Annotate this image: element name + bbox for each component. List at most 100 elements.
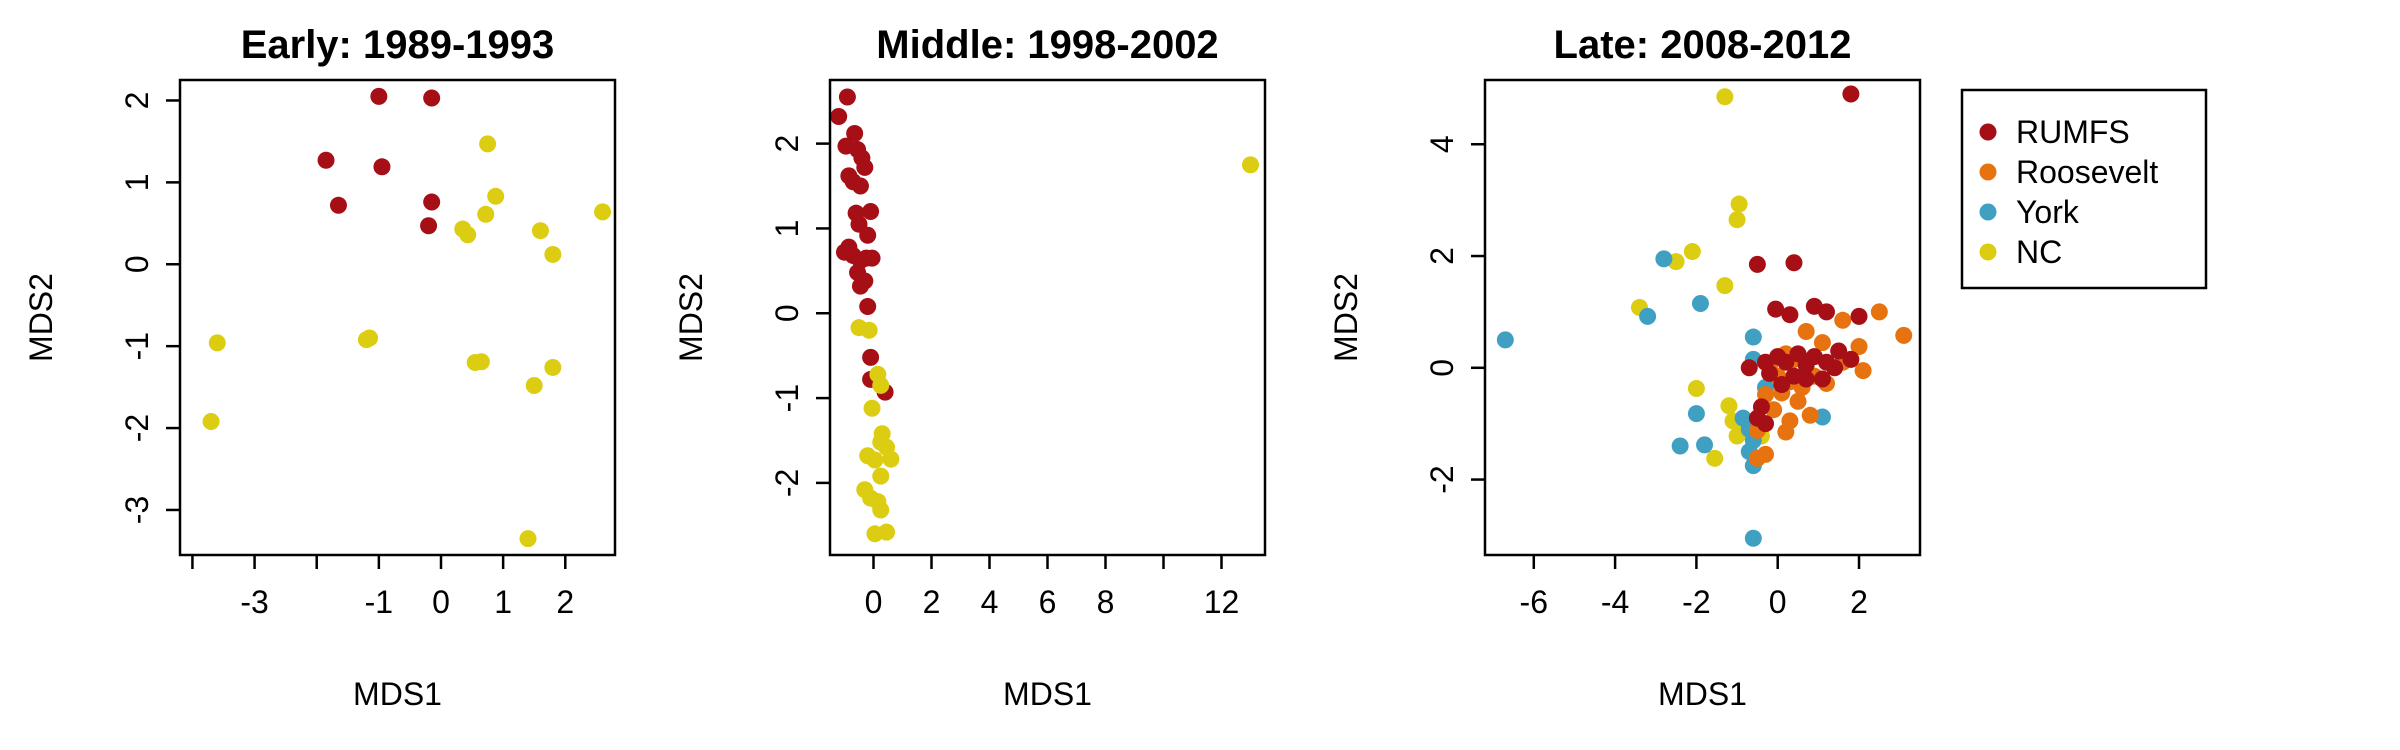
y-tick-label: 0	[1424, 359, 1460, 377]
data-point	[1850, 307, 1868, 325]
data-point	[1895, 326, 1913, 344]
data-point	[479, 135, 497, 153]
data-point	[420, 217, 438, 235]
x-tick-label: 12	[1204, 584, 1240, 620]
data-point	[1834, 311, 1852, 329]
data-point	[860, 321, 878, 339]
series-nc	[850, 156, 1259, 543]
data-point	[1242, 156, 1259, 174]
data-point	[830, 107, 848, 125]
plot-frame	[828, 78, 1267, 557]
data-point	[1687, 379, 1705, 397]
chart-panel-3: Late: 2008-2012 -6 -4 -2 0 2 -2 0 2 4 MDS1 MDS2	[1328, 23, 1922, 712]
data-point	[1683, 243, 1701, 261]
legend-marker	[1979, 123, 1997, 141]
data-point	[1696, 436, 1714, 454]
data-point	[423, 89, 441, 107]
data-point	[1744, 328, 1762, 346]
data-point	[1639, 307, 1657, 325]
data-point	[1781, 412, 1799, 430]
x-axis-label: MDS1	[1003, 676, 1092, 712]
y-axis-label: MDS2	[673, 273, 709, 362]
data-point	[1757, 415, 1775, 433]
data-point	[1785, 254, 1803, 272]
x-tick-label: -1	[365, 584, 393, 620]
y-axis: -2 -1 0 1 2	[769, 135, 830, 497]
data-point	[1813, 334, 1831, 352]
data-point	[882, 450, 900, 468]
x-tick-label: 6	[1039, 584, 1057, 620]
y-tick-label: 1	[119, 173, 155, 191]
series-rumfs	[830, 88, 894, 401]
y-axis-label: MDS2	[23, 273, 59, 362]
data-point	[594, 203, 612, 221]
y-tick-label: 2	[1424, 247, 1460, 265]
x-tick-label: 8	[1097, 584, 1115, 620]
y-tick-label: 2	[769, 135, 805, 153]
x-tick-label: 2	[1850, 584, 1868, 620]
data-point	[1789, 392, 1807, 410]
data-point	[1716, 277, 1734, 295]
y-axis-label: MDS2	[1328, 273, 1364, 362]
data-point	[859, 297, 877, 315]
chart-panel-1: Early: 1989-1993 -3 -1 0 1 2 -3 -2 -1 0 1 2 MDS1 MDS2	[23, 23, 617, 712]
data-point	[851, 277, 869, 295]
series-rumfs	[1740, 85, 1868, 433]
legend-marker	[1979, 203, 1997, 221]
data-point	[361, 329, 379, 347]
data-point	[1773, 376, 1791, 394]
data-point	[1842, 85, 1860, 103]
x-tick-label: 0	[865, 584, 883, 620]
chart-title: Early: 1989-1993	[241, 23, 555, 67]
x-tick-label: 2	[556, 584, 574, 620]
data-point	[1687, 405, 1705, 423]
x-axis: -3 -1 0 1 2	[191, 555, 574, 620]
y-tick-label: -1	[769, 384, 805, 412]
y-tick-label: 0	[769, 304, 805, 322]
data-point	[863, 399, 881, 417]
data-point	[472, 353, 490, 371]
data-point	[1781, 306, 1799, 324]
data-point	[838, 88, 856, 106]
data-point	[1671, 437, 1689, 455]
data-point	[1797, 370, 1815, 388]
x-tick-label: -4	[1601, 584, 1629, 620]
x-tick-label: 1	[494, 584, 512, 620]
data-point	[859, 226, 877, 244]
data-point	[872, 376, 890, 394]
y-tick-label: 2	[119, 92, 155, 110]
data-point	[1730, 195, 1748, 213]
data-point	[866, 451, 884, 469]
x-axis-label: MDS1	[353, 676, 442, 712]
legend-item-roosevelt: Roosevelt	[1979, 154, 2158, 190]
data-point	[872, 501, 890, 519]
data-point	[1805, 297, 1823, 315]
data-point	[544, 358, 562, 376]
series-rumfs	[317, 87, 441, 235]
legend-marker	[1979, 163, 1997, 181]
legend-marker	[1979, 243, 1997, 261]
data-point	[1716, 88, 1734, 106]
y-tick-label: 0	[119, 255, 155, 273]
data-point	[1748, 449, 1766, 467]
data-point	[1801, 406, 1819, 424]
y-tick-label: -2	[119, 414, 155, 442]
data-point	[329, 196, 347, 214]
x-tick-label: -6	[1520, 584, 1548, 620]
x-tick-label: 0	[432, 584, 450, 620]
data-point	[1728, 211, 1746, 229]
data-point	[1691, 295, 1709, 313]
y-tick-label: -3	[119, 496, 155, 524]
legend: RUMFS Roosevelt York NC	[1960, 88, 2208, 290]
data-point	[1767, 300, 1785, 318]
series-nc	[202, 135, 612, 548]
data-point	[1655, 250, 1673, 268]
data-point	[1744, 529, 1762, 547]
data-point	[856, 158, 874, 176]
data-point	[863, 249, 881, 267]
data-point	[1496, 331, 1514, 349]
data-point	[872, 467, 890, 485]
x-axis: -6 -4 -2 0 2	[1520, 555, 1868, 620]
y-tick-label: -1	[119, 332, 155, 360]
